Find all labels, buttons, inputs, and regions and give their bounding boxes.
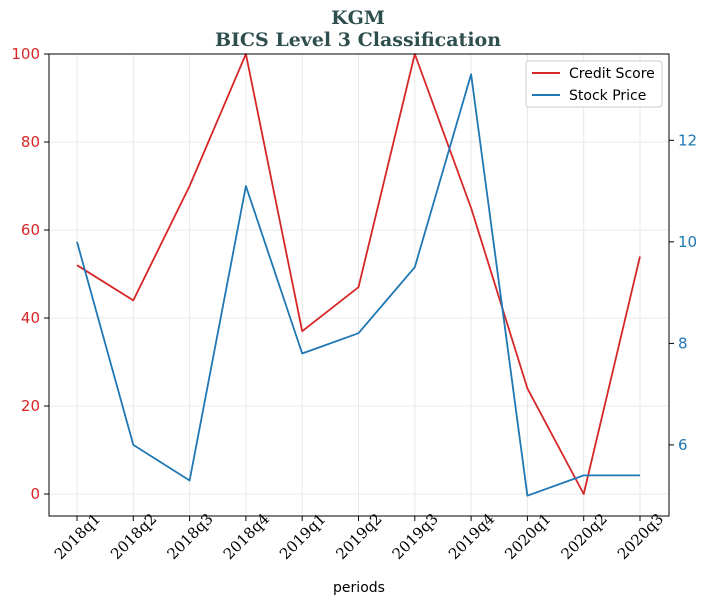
series-lines	[76, 53, 641, 497]
y-left-tick-label: 20	[21, 397, 40, 415]
legend: Credit Score Stock Price	[525, 60, 663, 108]
legend-label: Stock Price	[569, 88, 646, 104]
legend-label: Credit Score	[569, 66, 655, 82]
y-left-tick-label: 0	[30, 485, 40, 503]
y-right-tick-label: 6	[678, 436, 688, 454]
chart-subtitle: BICS Level 3 Classification	[215, 29, 501, 51]
axis-ticks: 2018q1 2018q2 2018q3 2018q4 2019q1 2019q2 2019…	[11, 45, 697, 563]
y-right-tick-label: 10	[678, 233, 697, 251]
x-axis-label: periods	[333, 580, 385, 596]
series-line-credit-score	[76, 53, 641, 495]
y-left-tick-label: 60	[21, 221, 40, 239]
y-left-tick-label: 40	[21, 309, 40, 327]
y-right-tick-label: 8	[678, 334, 688, 352]
series-line-stock-price	[76, 73, 640, 497]
y-right-tick-label: 12	[678, 131, 697, 149]
y-left-tick-label: 100	[11, 45, 40, 63]
y-left-tick-label: 80	[21, 133, 40, 151]
chart-title: KGM	[331, 7, 385, 29]
